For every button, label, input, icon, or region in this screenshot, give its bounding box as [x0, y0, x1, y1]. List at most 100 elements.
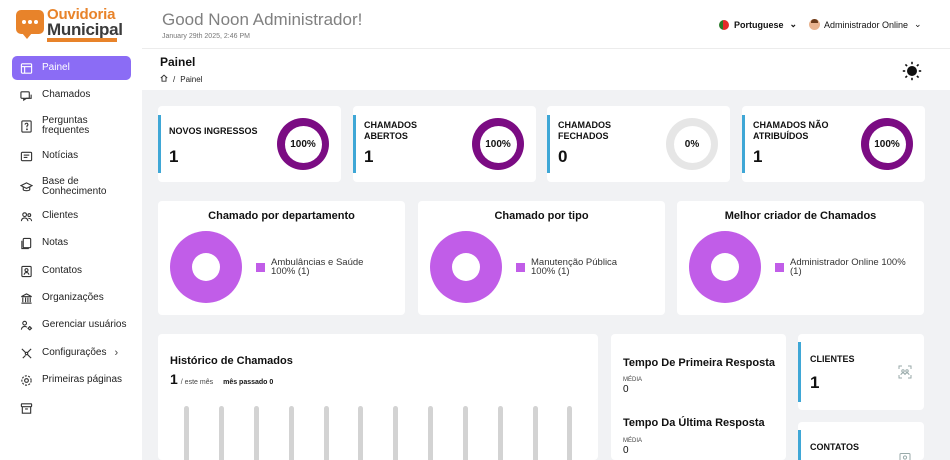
sidebar-item-noticias[interactable]: Notícias — [12, 144, 131, 168]
legend-value: 100% (1) — [271, 266, 310, 277]
history-bar[interactable] — [498, 406, 503, 460]
language-label: Portuguese — [734, 19, 784, 30]
sidebar-item-label: Notas — [42, 237, 69, 248]
chart-legend[interactable]: Ambulâncias e Saúde 100% (1) — [256, 258, 363, 276]
sidebar-item-label: Organizações — [42, 292, 104, 303]
sidebar-item-archive[interactable] — [12, 396, 131, 420]
sidebar-item-primeiras-paginas[interactable]: Primeiras páginas — [12, 368, 131, 392]
sidebar-item-notas[interactable]: Notas — [12, 231, 131, 255]
response-time-card: Tempo De Primeira Resposta MÉDIA 0 Tempo… — [611, 334, 786, 460]
progress-ring: 100% — [277, 118, 329, 170]
history-bar[interactable] — [428, 406, 433, 460]
ring-label: 0% — [673, 125, 711, 163]
progress-ring: 100% — [861, 118, 913, 170]
sidebar-item-label: Configurações — [42, 347, 107, 358]
history-bar[interactable] — [219, 406, 224, 460]
home-icon[interactable] — [160, 74, 168, 84]
first-response-value: 0 — [623, 384, 629, 395]
history-bar[interactable] — [254, 406, 259, 460]
news-icon — [19, 149, 33, 163]
theme-toggle-sun-icon[interactable] — [902, 61, 922, 81]
progress-ring: 100% — [472, 118, 524, 170]
legend-label: Administrador Online 100% — [790, 257, 906, 268]
chart-legend[interactable]: Administrador Online 100% (1) — [775, 258, 906, 276]
logo-text-line2: Municipal — [47, 20, 123, 39]
sidebar-item-label: Chamados — [42, 89, 91, 100]
sidebar-item-label: Primeiras páginas — [42, 374, 123, 385]
donut-chart[interactable] — [689, 231, 761, 303]
page-title: Painel — [160, 55, 196, 69]
building-icon — [19, 291, 33, 305]
legend-swatch — [516, 263, 525, 272]
history-bar[interactable] — [184, 406, 189, 460]
sidebar-item-label: Clientes — [42, 210, 79, 221]
chart-title: Chamado por tipo — [494, 210, 589, 222]
chart-card-departamento: Chamado por departamento Ambulâncias e S… — [158, 201, 405, 315]
stat-card-chamados-nao-atribuidos: CHAMADOS NÃO ATRIBUÍDOS 1 100% — [742, 106, 925, 182]
language-selector[interactable]: Portuguese ⌄ — [719, 19, 797, 30]
sidebar-item-chamados[interactable]: Chamados — [12, 83, 131, 107]
sidebar-item-label: Notícias — [42, 150, 79, 161]
mini-title: CONTATOS — [810, 442, 859, 452]
history-bar[interactable] — [289, 406, 294, 460]
history-bar[interactable] — [463, 406, 468, 460]
sidebar-item-label: Perguntas frequentes — [42, 115, 90, 136]
sidebar-item-label: Base de Conhecimento — [42, 176, 107, 197]
card-accent — [547, 115, 550, 173]
avatar — [809, 19, 820, 30]
sidebar-item-painel[interactable]: Painel — [12, 56, 131, 80]
history-title: Histórico de Chamados — [170, 355, 293, 367]
stat-value: 1 — [364, 147, 374, 166]
sidebar-item-configuracoes[interactable]: Configurações › — [12, 341, 131, 365]
history-bar[interactable] — [533, 406, 538, 460]
user-name: Administrador Online — [824, 19, 909, 30]
card-accent — [158, 115, 161, 173]
card-accent — [798, 342, 801, 402]
history-bar[interactable] — [324, 406, 329, 460]
logo[interactable]: Ouvidoria Municipal — [14, 7, 134, 43]
stat-value: 1 — [169, 147, 179, 166]
sidebar-item-label: Painel — [42, 62, 70, 73]
chevron-right-icon: › — [114, 347, 119, 359]
stat-card-chamados-fechados: CHAMADOS FECHADOS 0 0% — [547, 106, 730, 182]
history-card: Histórico de Chamados 1 / este mês mês p… — [158, 334, 598, 460]
legend-label: Manutenção Pública — [531, 257, 618, 268]
donut-chart[interactable] — [430, 231, 502, 303]
history-this-month: / este mês — [180, 379, 214, 386]
notes-icon — [19, 236, 33, 250]
stat-card-novos-ingressos: NOVOS INGRESSOS 1 100% — [158, 106, 341, 182]
faq-icon — [19, 119, 33, 133]
history-bar[interactable] — [393, 406, 398, 460]
contact-card-icon — [899, 453, 911, 460]
legend-label: Ambulâncias e Saúde — [271, 257, 364, 268]
donut-chart[interactable] — [170, 231, 242, 303]
sidebar-item-contatos[interactable]: Contatos — [12, 259, 131, 283]
stat-title: NOVOS INGRESSOS — [169, 126, 258, 136]
legend-swatch — [256, 263, 265, 272]
sidebar-item-base-conhecimento[interactable]: Base de Conhecimento — [12, 174, 131, 200]
page-header: Painel / Painel — [142, 48, 950, 90]
graduation-cap-icon — [19, 180, 33, 194]
history-bar[interactable] — [358, 406, 363, 460]
sidebar-item-clientes[interactable]: Clientes — [12, 204, 131, 228]
logo-text-line1: Ouvidoria — [47, 6, 116, 23]
sidebar-item-organizacoes[interactable]: Organizações — [12, 286, 131, 310]
chart-legend[interactable]: Manutenção Pública 100% (1) — [516, 258, 617, 276]
chart-card-melhor-criador: Melhor criador de Chamados Administrador… — [677, 201, 924, 315]
chat-bubble-icon — [16, 10, 44, 39]
first-response-title: Tempo De Primeira Resposta — [623, 357, 776, 369]
greeting: Good Noon Administrador! — [162, 10, 363, 29]
top-header: Good Noon Administrador! January 29th 20… — [142, 0, 950, 48]
mini-title: CLIENTES — [810, 354, 855, 364]
sidebar: Ouvidoria Municipal Painel Chamados Perg… — [0, 0, 142, 460]
sidebar-item-gerenciar-usuarios[interactable]: Gerenciar usuários — [12, 313, 131, 337]
sidebar-item-perguntas[interactable]: Perguntas frequentes — [12, 113, 131, 139]
current-date: January 29th 2025, 2:46 PM — [162, 33, 250, 40]
card-accent — [353, 115, 356, 173]
user-menu[interactable]: Administrador Online ⌄ — [809, 19, 922, 30]
history-bar[interactable] — [567, 406, 572, 460]
stat-value: 0 — [558, 147, 568, 166]
stat-value: 1 — [753, 147, 763, 166]
chart-title: Melhor criador de Chamados — [724, 210, 877, 222]
chart-title: Chamado por departamento — [208, 210, 355, 222]
